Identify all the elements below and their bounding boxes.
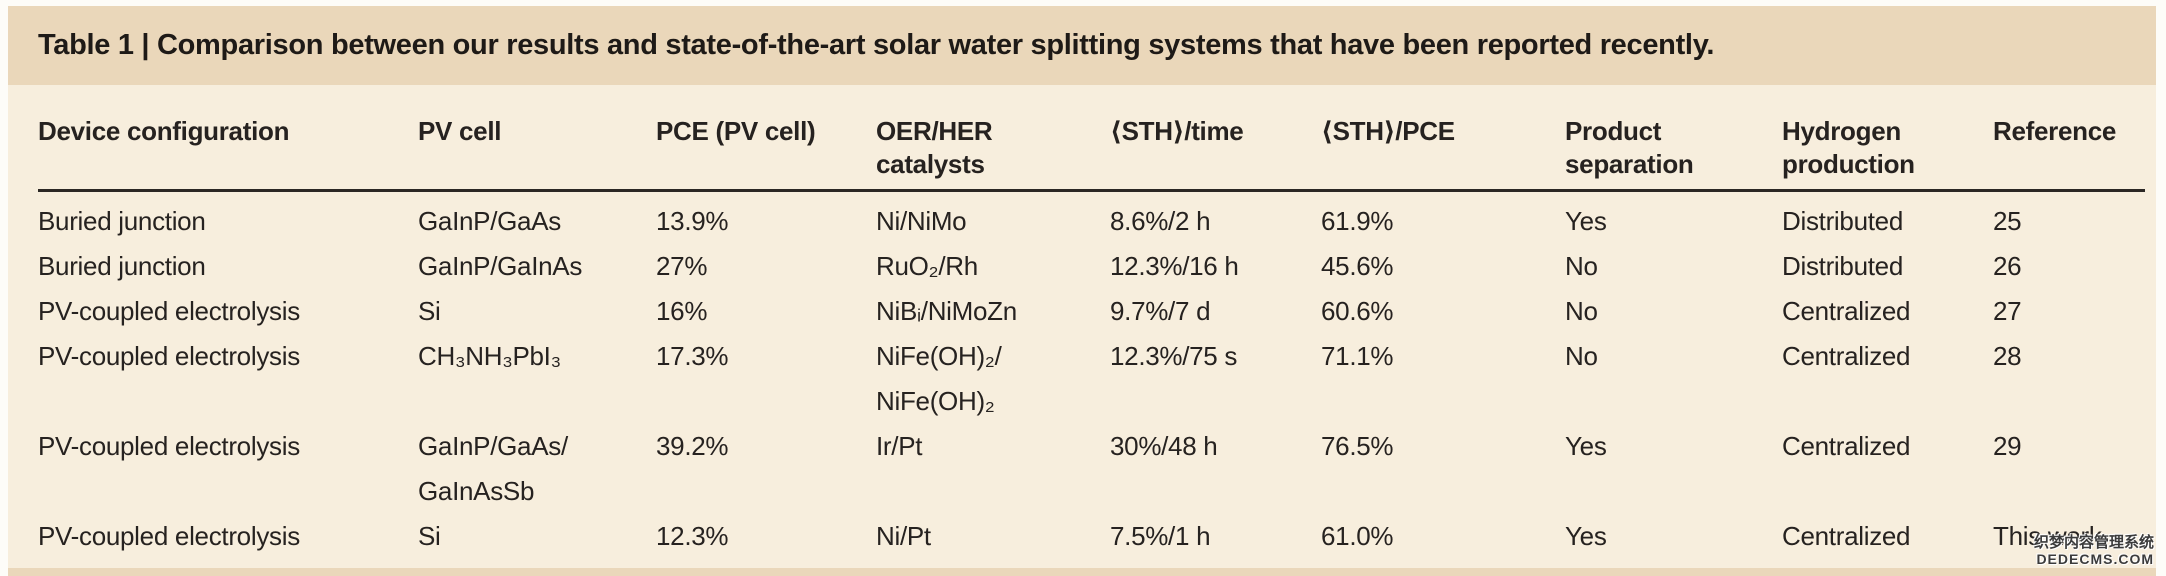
column-header-pce-pv-cell: PCE (PV cell): [656, 115, 876, 192]
cell-pv-cell: Si: [418, 521, 441, 551]
cell-sth-pce: 76.5%: [1321, 431, 1394, 461]
column-header-oer-her-catalysts: OER/HER catalysts: [876, 115, 1110, 192]
cell-reference: 29: [1993, 431, 2022, 461]
table-row: PV-coupled electrolysis Si 16% NiBᵢ/NiMo…: [38, 289, 2145, 334]
table-row: PV-coupled electrolysis GaInP/GaAs/ GaIn…: [38, 424, 2145, 514]
cell-pv-cell: CH₃NH₃PbI₃: [418, 341, 561, 371]
cell-catalysts: NiFe(OH)₂/ NiFe(OH)₂: [876, 341, 1002, 416]
comparison-table: Device configuration PV cell PCE (PV cel…: [38, 115, 2145, 559]
watermark: 织梦内容管理系统 DEDECMS.COM: [2034, 534, 2154, 568]
cell-reference: This work: [1993, 521, 2102, 551]
cell-sth-time: 12.3%/16 h: [1110, 251, 1239, 281]
cell-pv-cell: GaInP/GaAs: [418, 206, 561, 236]
column-header-device-configuration: Device configuration: [38, 115, 418, 192]
cell-hydrogen-production: Distributed: [1782, 206, 1903, 236]
cell-sth-time: 30%/48 h: [1110, 431, 1218, 461]
cell-sth-time: 8.6%/2 h: [1110, 206, 1211, 236]
cell-sth-pce: 45.6%: [1321, 251, 1394, 281]
cell-hydrogen-production: Centralized: [1782, 431, 1911, 461]
cell-product-separation: Yes: [1565, 521, 1607, 551]
cell-device-configuration: Buried junction: [38, 206, 206, 236]
cell-sth-pce: 71.1%: [1321, 341, 1394, 371]
cell-product-separation: No: [1565, 341, 1598, 371]
cell-pce: 12.3%: [656, 521, 729, 551]
cell-reference: 28: [1993, 341, 2022, 371]
cell-sth-pce: 60.6%: [1321, 296, 1394, 326]
cell-product-separation: Yes: [1565, 431, 1607, 461]
cell-pv-cell: GaInP/GaAs/ GaInAsSb: [418, 431, 568, 506]
cell-catalysts: Ir/Pt: [876, 431, 923, 461]
cell-catalysts: Ni/NiMo: [876, 206, 967, 236]
column-header-hydrogen-production: Hydrogen production: [1782, 115, 1993, 192]
column-header-sth-time: ⟨STH⟩/time: [1110, 115, 1321, 192]
column-header-product-separation: Product separation: [1565, 115, 1782, 192]
cell-device-configuration: PV-coupled electrolysis: [38, 431, 300, 461]
cell-hydrogen-production: Centralized: [1782, 296, 1911, 326]
cell-pv-cell: Si: [418, 296, 441, 326]
column-header-sth-pce: ⟨STH⟩/PCE: [1321, 115, 1565, 192]
cell-pce: 13.9%: [656, 206, 729, 236]
cell-reference: 27: [1993, 296, 2022, 326]
cell-hydrogen-production: Distributed: [1782, 251, 1903, 281]
cell-pv-cell: GaInP/GaInAs: [418, 251, 583, 281]
cell-device-configuration: PV-coupled electrolysis: [38, 296, 300, 326]
watermark-dedecms-text: DEDECMS.COM: [2036, 551, 2154, 567]
cell-product-separation: Yes: [1565, 206, 1607, 236]
watermark-cjk-text: 织梦内容管理系统: [2033, 534, 2154, 551]
cell-device-configuration: PV-coupled electrolysis: [38, 341, 300, 371]
table-header: Device configuration PV cell PCE (PV cel…: [38, 115, 2145, 192]
cell-hydrogen-production: Centralized: [1782, 341, 1911, 371]
header-row: Device configuration PV cell PCE (PV cel…: [38, 115, 2145, 192]
cell-device-configuration: PV-coupled electrolysis: [38, 521, 300, 551]
cell-hydrogen-production: Centralized: [1782, 521, 1911, 551]
cell-pce: 39.2%: [656, 431, 729, 461]
table-row: PV-coupled electrolysis Si 12.3% Ni/Pt 7…: [38, 514, 2145, 559]
cell-catalysts: Ni/Pt: [876, 521, 931, 551]
table-row: Buried junction GaInP/GaAs 13.9% Ni/NiMo…: [38, 191, 2145, 245]
cell-sth-pce: 61.0%: [1321, 521, 1394, 551]
table-title: Table 1 | Comparison between our results…: [38, 29, 1715, 61]
bottom-band: [8, 568, 2156, 576]
column-header-reference: Reference: [1993, 115, 2145, 192]
column-header-pv-cell: PV cell: [418, 115, 656, 192]
cell-pce: 27%: [656, 251, 708, 281]
cell-sth-time: 9.7%/7 d: [1110, 296, 1211, 326]
cell-pce: 16%: [656, 296, 708, 326]
table-title-band: Table 1 | Comparison between our results…: [8, 6, 2156, 85]
cell-product-separation: No: [1565, 296, 1598, 326]
cell-catalysts: RuO₂/Rh: [876, 251, 978, 281]
table-body-area: Device configuration PV cell PCE (PV cel…: [8, 85, 2156, 568]
cell-pce: 17.3%: [656, 341, 729, 371]
cell-product-separation: No: [1565, 251, 1598, 281]
cell-reference: 25: [1993, 206, 2022, 236]
cell-sth-pce: 61.9%: [1321, 206, 1394, 236]
cell-sth-time: 7.5%/1 h: [1110, 521, 1211, 551]
cell-device-configuration: Buried junction: [38, 251, 206, 281]
table-row: Buried junction GaInP/GaInAs 27% RuO₂/Rh…: [38, 244, 2145, 289]
cell-sth-time: 12.3%/75 s: [1110, 341, 1238, 371]
table-body: Buried junction GaInP/GaAs 13.9% Ni/NiMo…: [38, 191, 2145, 560]
cell-catalysts: NiBᵢ/NiMoZn: [876, 296, 1017, 326]
table-row: PV-coupled electrolysis CH₃NH₃PbI₃ 17.3%…: [38, 334, 2145, 424]
cell-reference: 26: [1993, 251, 2022, 281]
